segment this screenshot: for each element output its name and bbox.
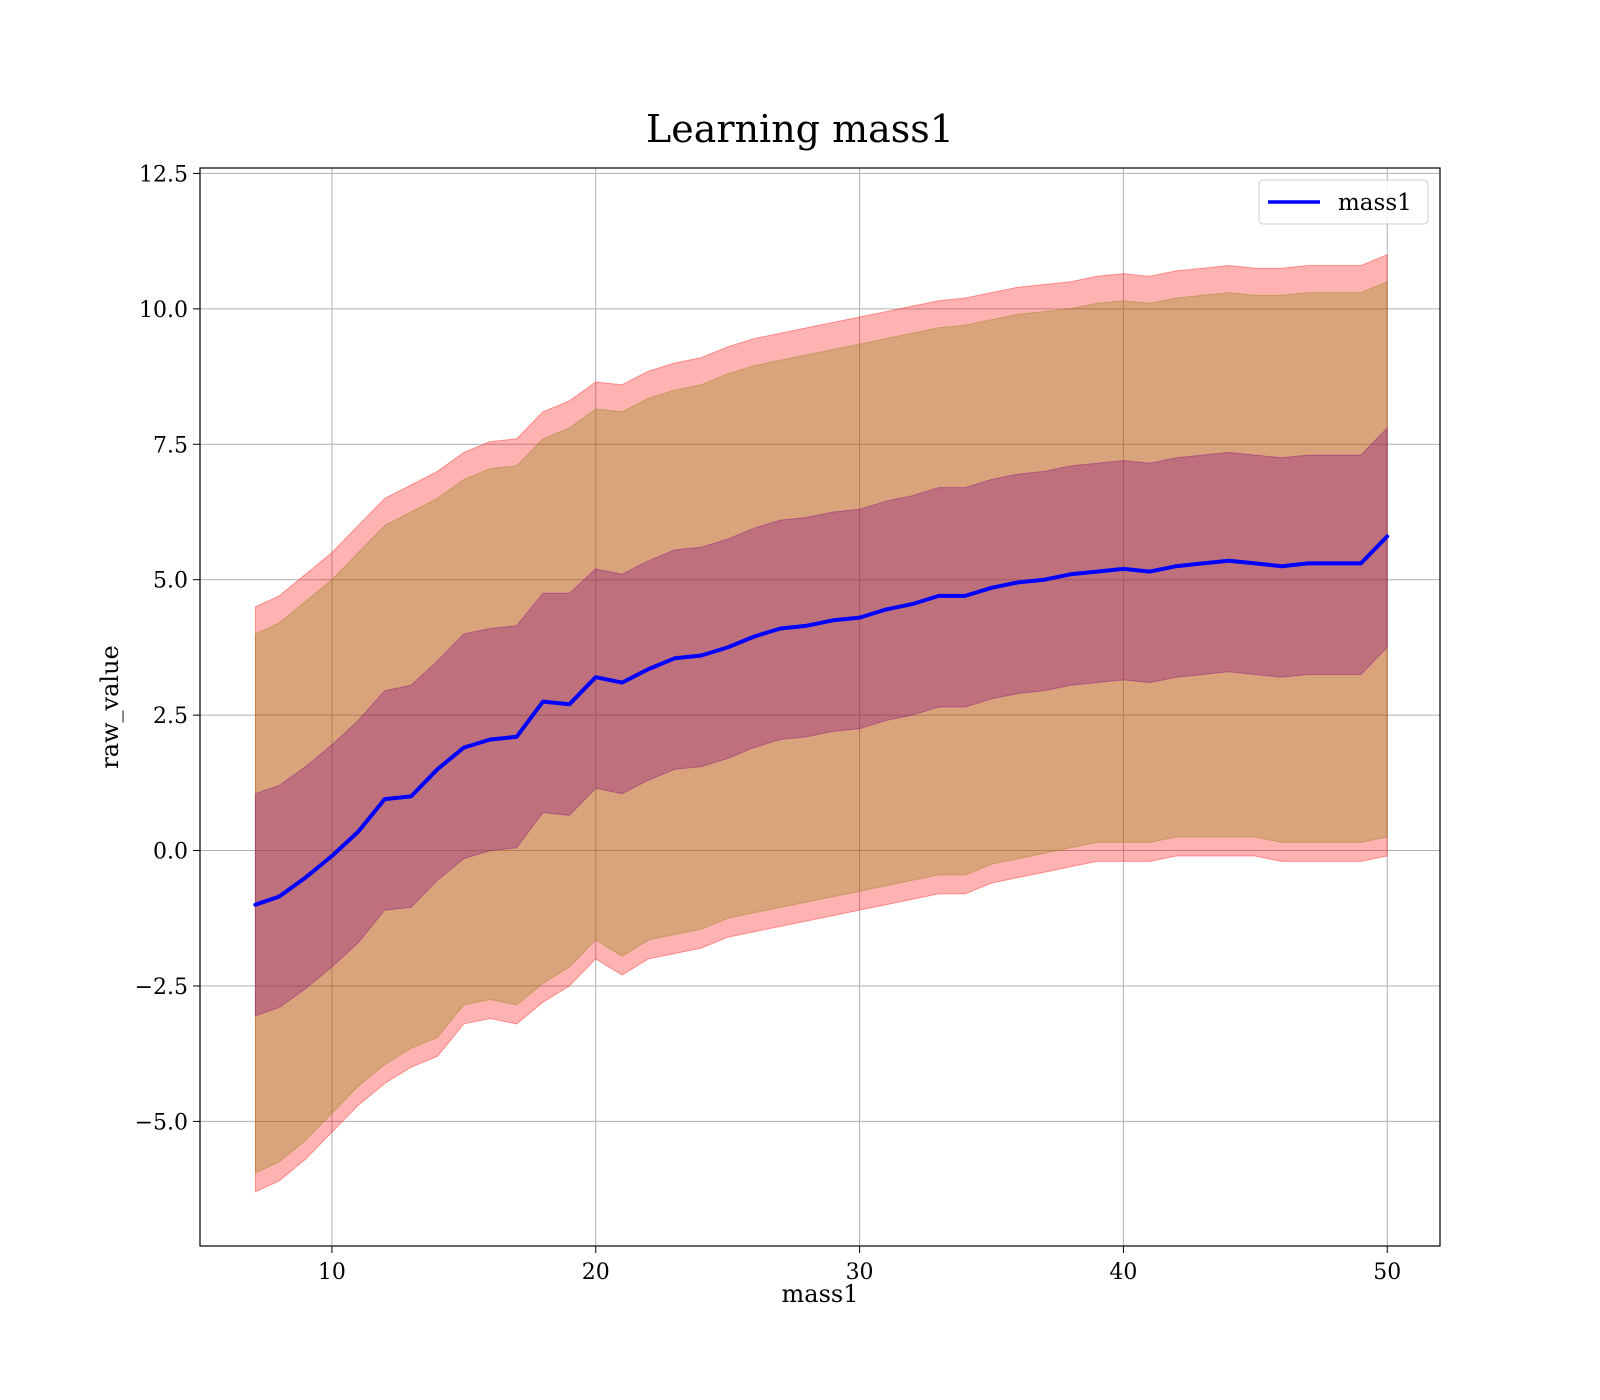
y-tick-label: 2.5: [153, 704, 188, 729]
legend-label-mass1: mass1: [1338, 190, 1412, 216]
y-axis: −5.0 −2.5 0.0 2.5 5.0 7.5 10.0 12.5: [135, 162, 200, 1135]
y-tick-label: 10.0: [139, 298, 188, 323]
chart-title: Learning mass1: [646, 107, 954, 151]
y-tick-label: 7.5: [153, 433, 188, 458]
confidence-bands: [254, 253, 1388, 1193]
x-axis-label: mass1: [782, 1280, 859, 1308]
y-tick-label: −5.0: [135, 1110, 188, 1135]
y-tick-label: −2.5: [135, 975, 188, 1000]
band-middle: [254, 281, 1388, 1174]
x-axis: 10 20 30 40 50: [318, 1246, 1401, 1285]
series-line-mass1: [253, 534, 1390, 907]
grid: [200, 168, 1440, 1246]
plot-frame: [199, 167, 1441, 1247]
band-outer: [254, 253, 1388, 1193]
legend-box: [1258, 179, 1429, 225]
legend: mass1: [1258, 179, 1429, 225]
x-tick-label: 50: [1373, 1260, 1401, 1285]
y-tick-label: 12.5: [139, 162, 188, 187]
y-axis-label: raw_value: [96, 645, 124, 769]
x-tick-label: 20: [582, 1260, 610, 1285]
series-lines: [253, 534, 1390, 907]
x-tick-label: 30: [846, 1260, 874, 1285]
x-tick-label: 40: [1109, 1260, 1137, 1285]
y-tick-label: 0.0: [153, 840, 188, 865]
y-tick-label: 5.0: [153, 569, 188, 594]
band-inner: [254, 426, 1388, 1017]
x-tick-label: 10: [318, 1260, 346, 1285]
